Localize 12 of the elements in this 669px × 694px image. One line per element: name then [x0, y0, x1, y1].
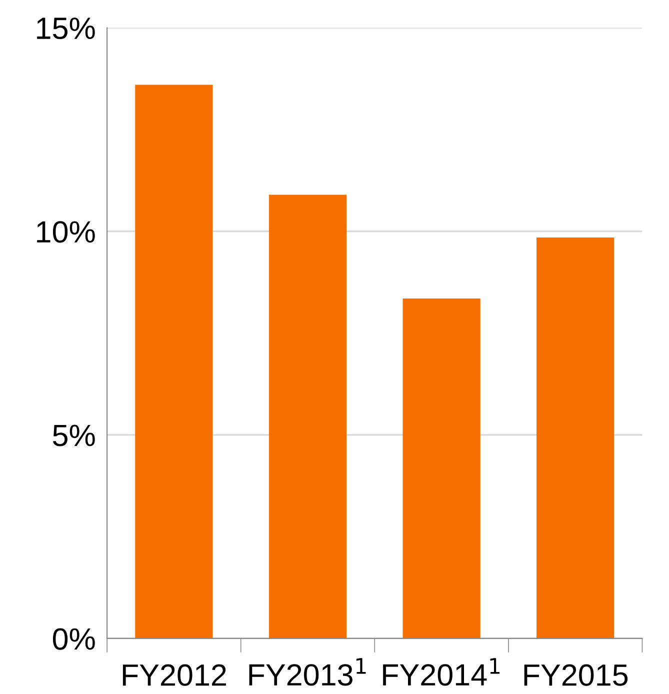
- bar: [268, 194, 347, 638]
- y-tick-label: 10%: [37, 221, 95, 243]
- y-tick-label: 0%: [52, 628, 95, 650]
- y-tick-label: 5%: [52, 424, 95, 446]
- bar: [135, 84, 213, 638]
- bar: [402, 298, 480, 638]
- x-tick-label: FY2013$^{1}$: [249, 658, 366, 686]
- x-tick-label: FY2015: [524, 664, 628, 686]
- x-tick-label: FY2012: [122, 664, 226, 686]
- bar: [536, 237, 614, 638]
- x-tick-label: FY2014$^{1}$: [383, 658, 500, 686]
- y-tick-label: 15%: [37, 18, 95, 40]
